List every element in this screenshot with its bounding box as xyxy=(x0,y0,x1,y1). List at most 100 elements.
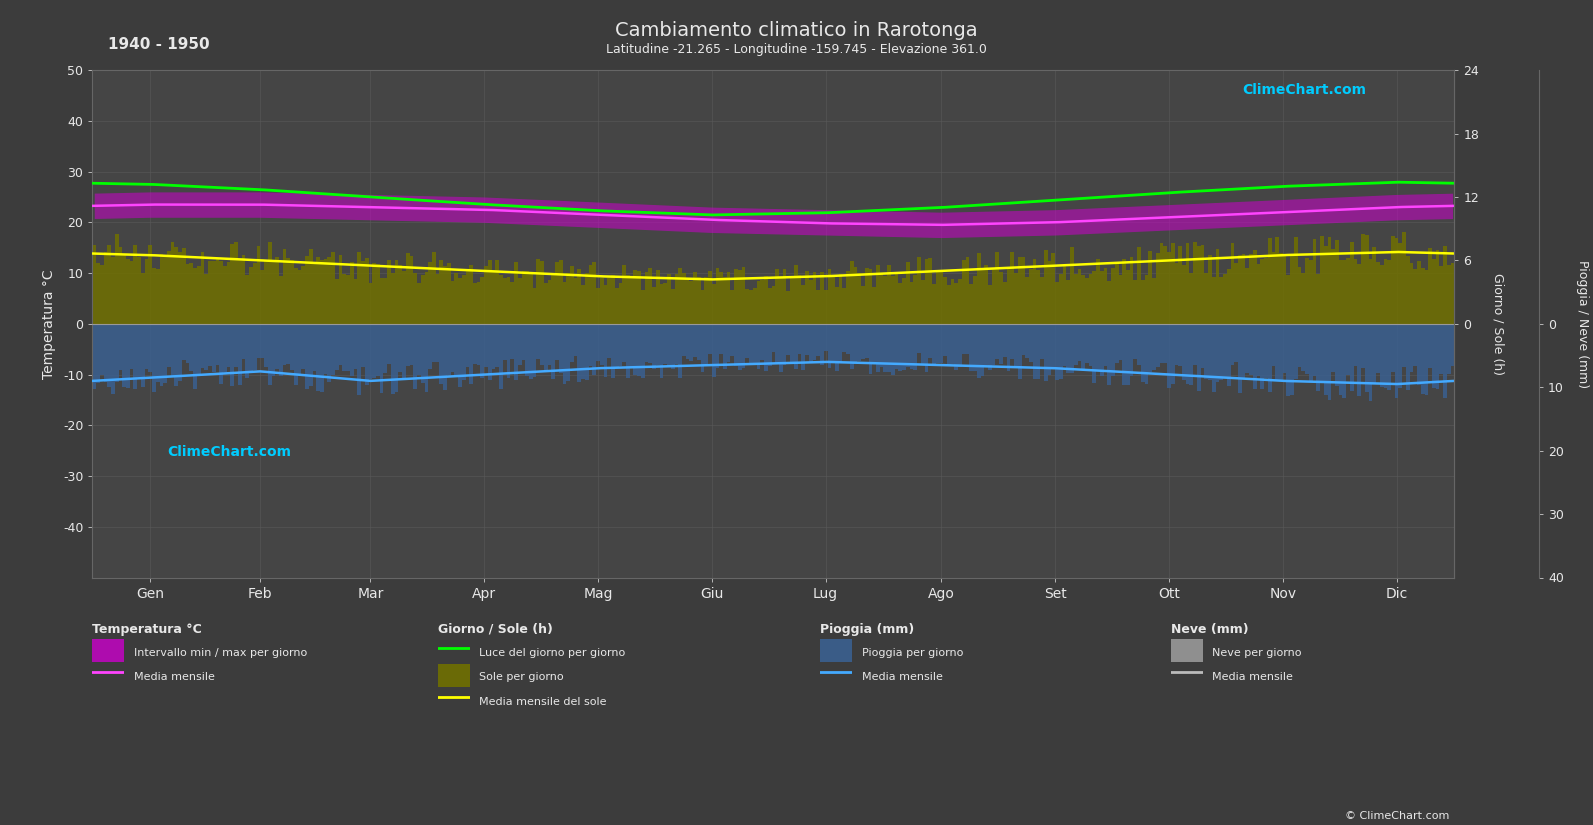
Bar xyxy=(1424,270,1429,323)
Bar xyxy=(115,234,118,323)
Bar xyxy=(715,323,720,368)
Bar xyxy=(1182,266,1185,323)
Bar xyxy=(1063,323,1066,365)
Bar xyxy=(585,273,589,323)
Bar xyxy=(1338,261,1343,323)
Bar xyxy=(376,323,379,376)
Bar xyxy=(768,323,771,366)
Bar xyxy=(1380,323,1383,387)
Bar xyxy=(992,323,996,365)
Bar xyxy=(679,323,682,379)
Bar xyxy=(865,268,868,323)
Bar xyxy=(910,282,913,323)
Bar xyxy=(674,323,679,364)
Bar xyxy=(107,323,112,386)
Bar xyxy=(245,275,249,323)
Bar xyxy=(1391,236,1395,323)
Bar xyxy=(1383,259,1388,323)
Bar xyxy=(1365,323,1368,392)
Bar xyxy=(1435,250,1440,323)
Bar xyxy=(137,257,140,323)
Bar xyxy=(957,323,962,367)
Bar xyxy=(965,323,969,354)
Bar xyxy=(1021,257,1026,323)
Bar xyxy=(440,261,443,323)
Bar xyxy=(832,323,835,363)
Bar xyxy=(459,323,462,387)
Bar xyxy=(1010,252,1015,323)
Bar xyxy=(287,258,290,323)
Bar xyxy=(652,323,656,369)
Bar xyxy=(1110,268,1115,323)
Bar xyxy=(570,266,573,323)
Bar xyxy=(812,271,816,323)
Bar xyxy=(186,264,190,323)
Bar xyxy=(350,262,354,323)
Bar xyxy=(623,323,626,362)
Bar xyxy=(249,267,253,323)
Bar xyxy=(559,323,562,374)
Bar xyxy=(137,323,140,377)
Bar xyxy=(906,262,910,323)
Bar xyxy=(895,323,898,369)
Bar xyxy=(253,323,256,370)
Bar xyxy=(898,283,902,323)
Bar xyxy=(1171,323,1174,384)
Bar xyxy=(1287,323,1290,396)
Bar xyxy=(487,260,492,323)
Bar xyxy=(1107,281,1110,323)
Bar xyxy=(1424,323,1429,395)
Bar xyxy=(696,323,701,360)
Bar xyxy=(1346,323,1349,375)
Bar xyxy=(838,275,843,323)
Bar xyxy=(237,259,242,323)
Bar xyxy=(1399,323,1402,389)
Bar xyxy=(1309,323,1313,381)
Bar xyxy=(503,323,507,360)
Bar xyxy=(962,260,965,323)
Bar xyxy=(921,323,924,365)
Bar xyxy=(1246,323,1249,373)
Bar xyxy=(543,283,548,323)
Bar xyxy=(1372,247,1376,323)
Bar xyxy=(1059,323,1063,379)
Bar xyxy=(1055,323,1059,380)
Bar xyxy=(1021,323,1026,355)
Bar xyxy=(159,323,164,386)
Bar xyxy=(812,323,816,360)
Bar xyxy=(112,257,115,323)
Bar xyxy=(935,323,940,363)
Bar xyxy=(451,280,454,323)
Bar xyxy=(1388,323,1391,390)
Bar xyxy=(1152,278,1157,323)
Bar xyxy=(771,286,776,323)
Bar xyxy=(824,323,827,351)
Bar xyxy=(801,323,804,370)
Bar xyxy=(1085,323,1088,364)
Bar xyxy=(406,323,409,366)
Bar xyxy=(1212,323,1215,392)
Bar xyxy=(1040,323,1043,359)
Text: Neve per giorno: Neve per giorno xyxy=(1212,648,1301,658)
Bar xyxy=(510,282,515,323)
Bar xyxy=(209,261,212,323)
Bar xyxy=(701,290,704,323)
Bar xyxy=(373,323,376,378)
Bar xyxy=(1349,243,1354,323)
Bar xyxy=(1126,270,1129,323)
Bar xyxy=(1129,257,1134,323)
Bar xyxy=(738,323,742,370)
Bar xyxy=(429,262,432,323)
Bar xyxy=(1123,259,1126,323)
Bar xyxy=(924,323,929,372)
Bar xyxy=(1168,252,1171,323)
Bar xyxy=(276,323,279,369)
Bar xyxy=(1395,323,1399,398)
Bar xyxy=(593,323,596,375)
Bar xyxy=(424,323,429,392)
Bar xyxy=(999,323,1004,364)
Bar xyxy=(242,255,245,323)
Bar xyxy=(368,282,373,323)
Bar xyxy=(851,261,854,323)
Bar xyxy=(309,249,312,323)
